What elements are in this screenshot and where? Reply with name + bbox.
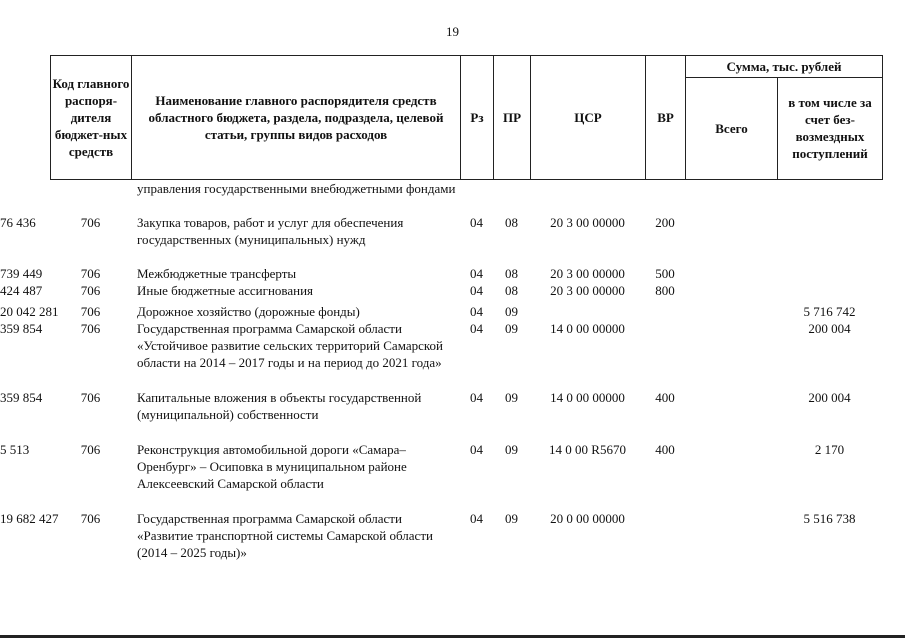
cell-csr: 20 0 00 00000	[550, 511, 625, 526]
header-code: Код главного распоря-дителя бюджет-ных с…	[51, 56, 132, 179]
cell-total: 359 854	[0, 390, 43, 405]
cell-rz: 04	[470, 266, 483, 281]
page-number: 19	[446, 24, 459, 39]
cell-pr: 09	[505, 390, 518, 405]
cell-free: 5 716 742	[803, 304, 856, 319]
bottom-rule	[0, 635, 905, 638]
header-vr: ВР	[646, 56, 686, 179]
cell-vr: 500	[655, 266, 675, 281]
cell-csr: 14 0 00 00000	[550, 321, 625, 336]
cell-vr: 200	[655, 215, 675, 230]
cell-total: 359 854	[0, 321, 43, 336]
cell-vr: 400	[655, 442, 675, 457]
cell-vr: 800	[655, 283, 675, 298]
cell-total: 424 487	[0, 283, 43, 298]
cell-code: 706	[80, 304, 101, 319]
cell-free: 5 516 738	[803, 511, 856, 526]
cell-name: Закупка товаров, работ и услуг для обесп…	[137, 215, 404, 247]
cell-rz: 04	[470, 442, 483, 457]
cell-pr: 08	[505, 283, 518, 298]
header-sum: Сумма, тыс. рублей	[685, 56, 883, 78]
cell-total: 19 682 427	[0, 511, 59, 526]
cell-name: Межбюджетные трансферты	[137, 266, 297, 281]
cell-name: Капитальные вложения в объекты государст…	[137, 390, 422, 422]
cell-name: Дорожное хозяйство (дорожные фонды)	[137, 304, 360, 319]
cell-pr: 09	[505, 304, 518, 319]
cell-total: 76 436	[0, 215, 36, 230]
cell-free: 200 004	[808, 321, 851, 336]
cell-code: 706	[80, 511, 101, 526]
cell-code: 706	[80, 215, 101, 230]
cell-total: 20 042 281	[0, 304, 59, 319]
cell-pr: 09	[505, 442, 518, 457]
cell-rz: 04	[470, 511, 483, 526]
header-rz: Рз	[461, 56, 494, 179]
cell-pr: 08	[505, 215, 518, 230]
cell-name: Иные бюджетные ассигнования	[137, 283, 314, 298]
cell-name: Государственная программа Самарской обла…	[137, 511, 433, 560]
cell-csr: 14 0 00 R5670	[549, 442, 626, 457]
cell-csr: 20 3 00 00000	[550, 283, 625, 298]
cell-name: Государственная программа Самарской обла…	[137, 321, 443, 370]
cell-code: 706	[80, 442, 101, 457]
cell-csr: 20 3 00 00000	[550, 215, 625, 230]
header-pr: ПР	[494, 56, 531, 179]
cell-pr: 09	[505, 511, 518, 526]
cell-csr: 14 0 00 00000	[550, 390, 625, 405]
cell-code: 706	[80, 390, 101, 405]
header-free: в том числе за счет без-возмездных посту…	[788, 95, 872, 161]
cell-vr: 400	[655, 390, 675, 405]
cell-code: 706	[80, 321, 101, 336]
cell-pr: 08	[505, 266, 518, 281]
table-header: Код главного распоря-дителя бюджет-ных с…	[50, 55, 883, 180]
cell-code: 706	[80, 266, 101, 281]
cell-code: 706	[80, 283, 101, 298]
cell-free: 2 170	[814, 442, 845, 457]
header-csr: ЦСР	[531, 56, 646, 179]
cell-name: управления государственными внебюджетным…	[137, 181, 456, 196]
cell-rz: 04	[470, 215, 483, 230]
cell-pr: 09	[505, 321, 518, 336]
cell-rz: 04	[470, 390, 483, 405]
cell-total: 5 513	[0, 442, 30, 457]
cell-total: 739 449	[0, 266, 43, 281]
cell-csr: 20 3 00 00000	[550, 266, 625, 281]
cell-name: Реконструкция автомобильной дороги «Сама…	[137, 442, 407, 491]
cell-rz: 04	[470, 283, 483, 298]
cell-free: 200 004	[808, 390, 851, 405]
cell-rz: 04	[470, 321, 483, 336]
header-name: Наименование главного распорядителя сред…	[132, 56, 461, 179]
header-total: Всего	[686, 77, 778, 179]
cell-rz: 04	[470, 304, 483, 319]
